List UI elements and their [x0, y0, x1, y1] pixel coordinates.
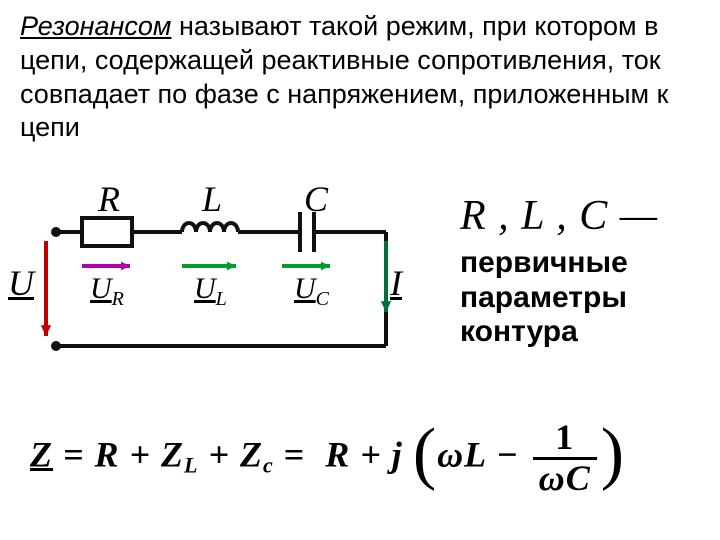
- term-resonance: Резонансом: [20, 11, 171, 41]
- label-UR: UR: [90, 272, 124, 311]
- rlc-symbols: R , L , C —: [460, 192, 710, 240]
- impedance-equation: Z = R + ZL + Zc = R + j (ωL − 1ωC): [30, 418, 625, 498]
- primary-parameters-text: первичные параметры контура: [460, 246, 710, 350]
- label-L: L: [202, 178, 222, 220]
- label-UC: UC: [294, 272, 329, 311]
- primary-parameters: R , L , C — первичные параметры контура: [460, 192, 710, 350]
- definition-paragraph: Резонансом называют такой режим, при кот…: [20, 10, 700, 145]
- label-UL: UL: [194, 272, 227, 311]
- label-C: C: [304, 178, 328, 220]
- label-R: R: [98, 178, 120, 220]
- label-I: I: [390, 262, 402, 304]
- rlc-circuit-diagram: R L C U UR UL UC I: [10, 186, 430, 386]
- label-U: U: [8, 262, 34, 304]
